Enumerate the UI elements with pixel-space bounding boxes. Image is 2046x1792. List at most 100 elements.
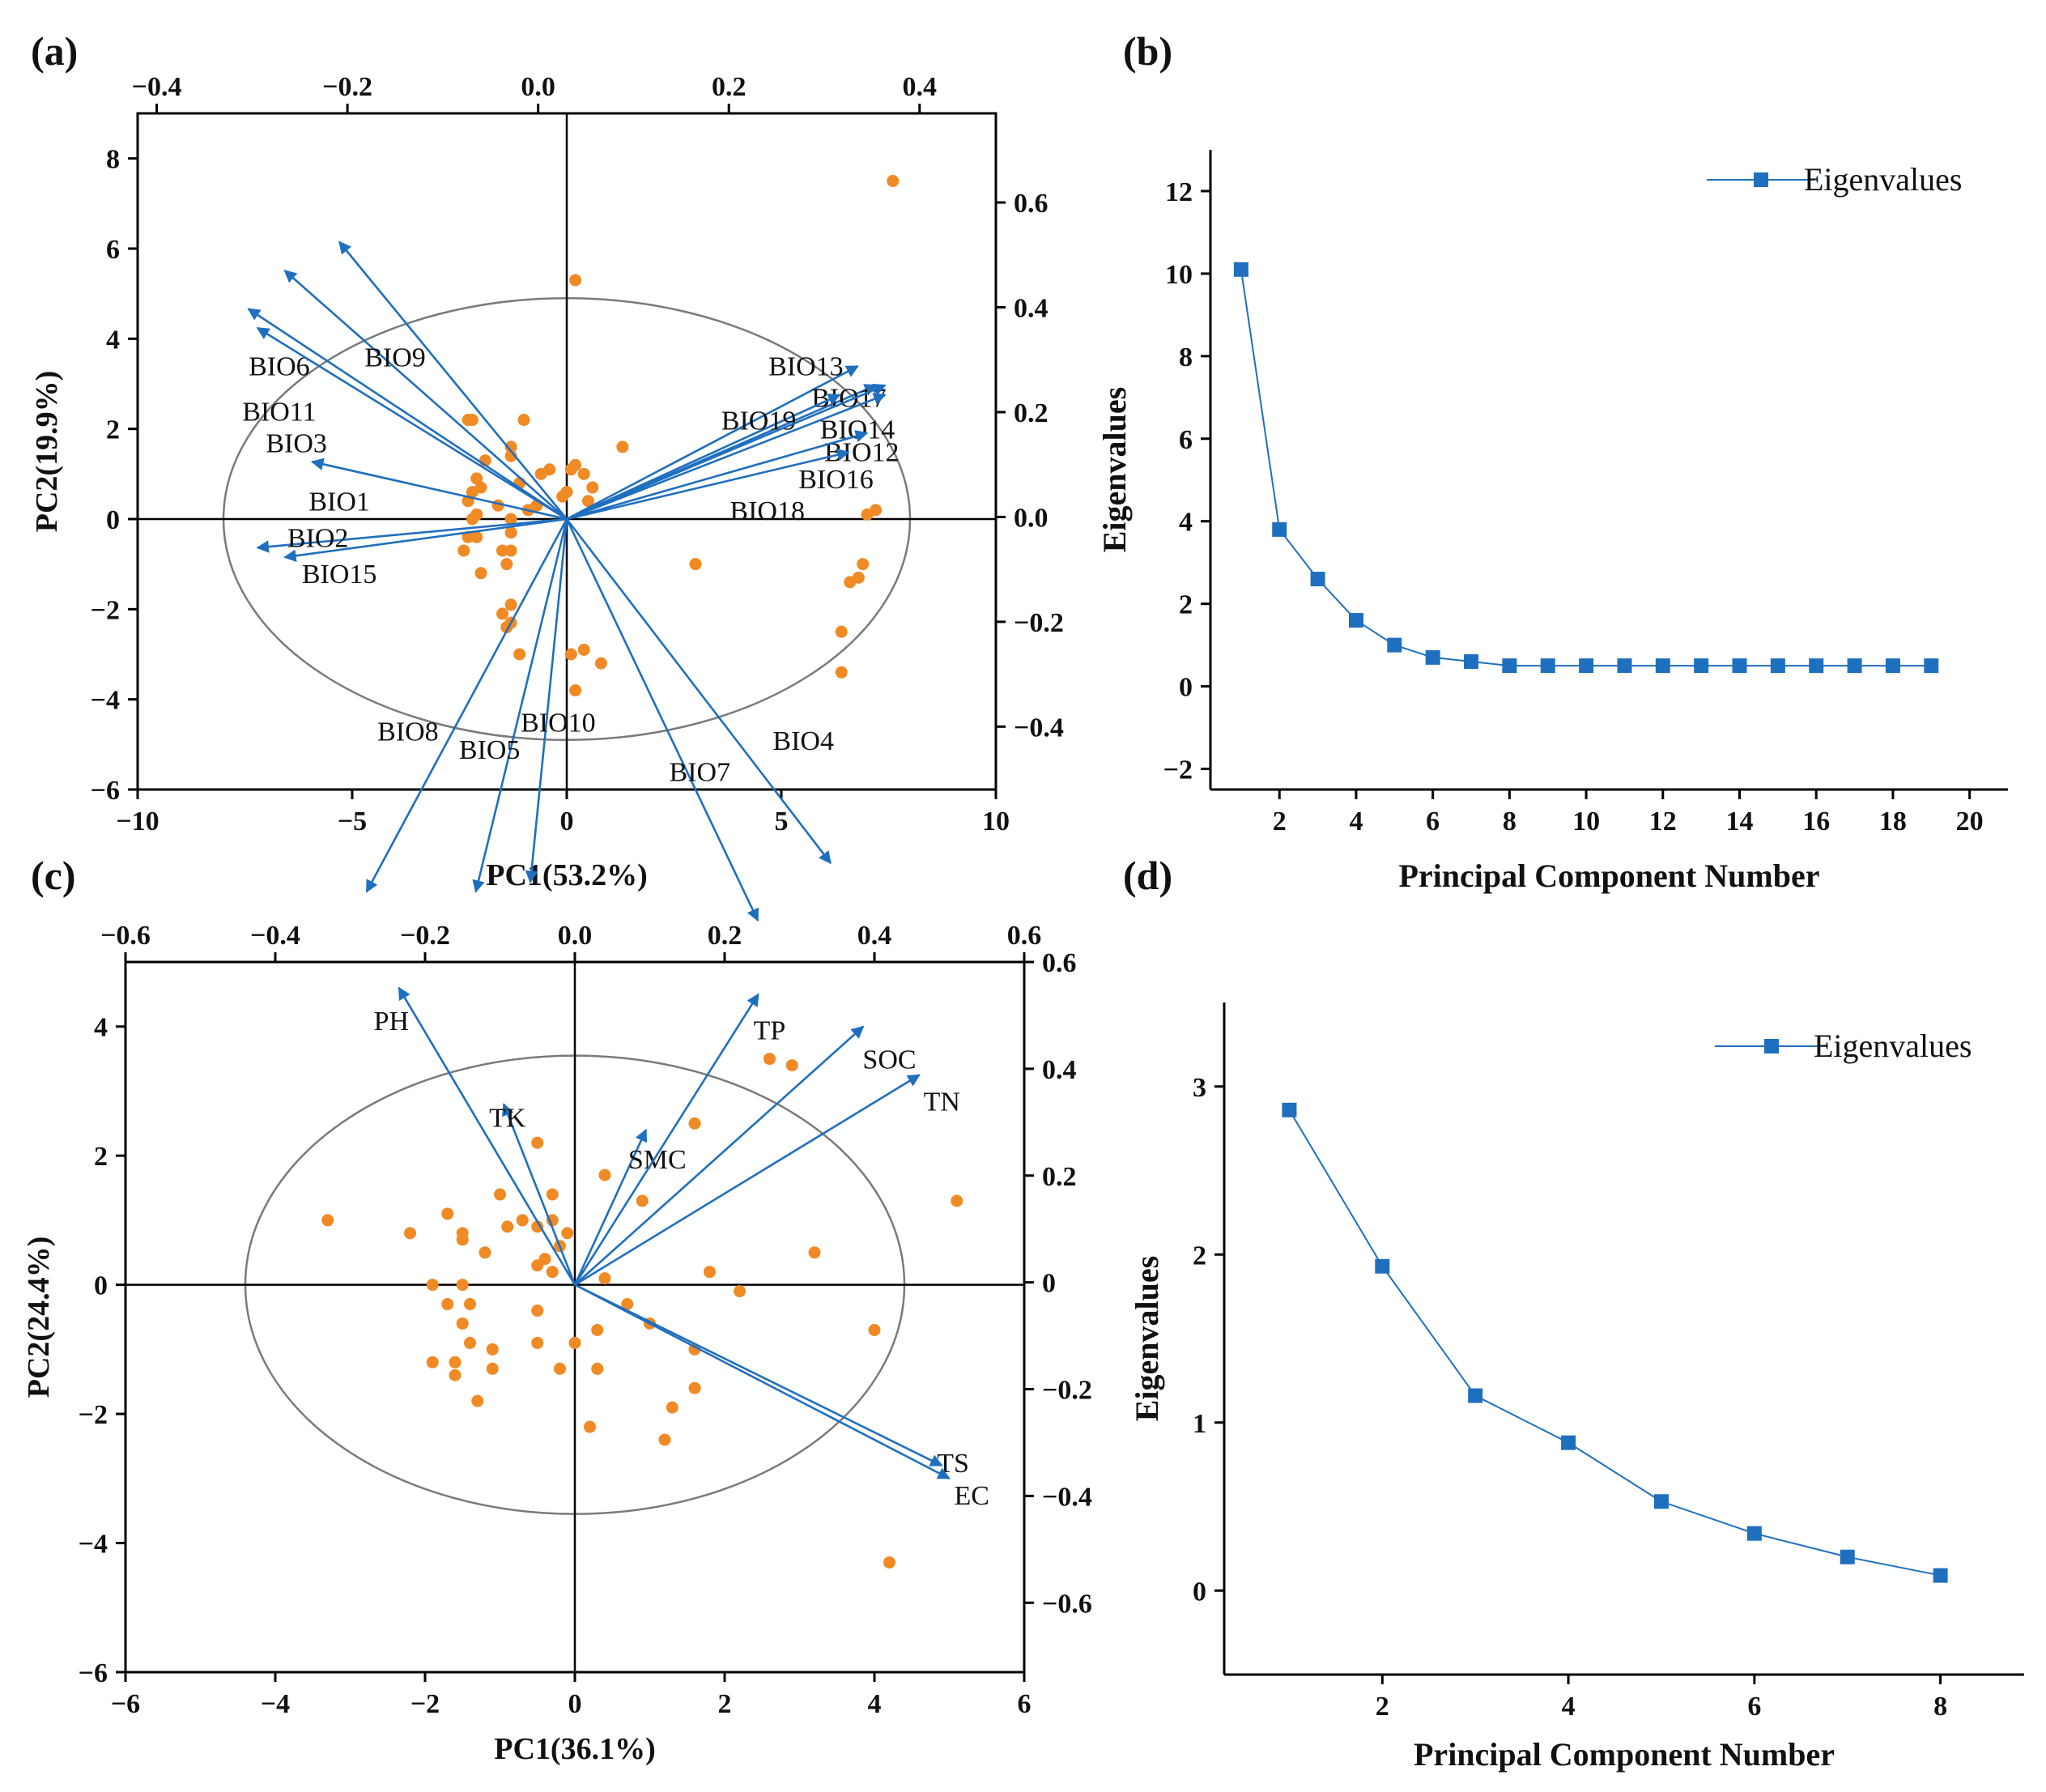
score-point [462,530,474,543]
eigenvalue-marker [1924,658,1939,674]
eigenvalue-marker [1233,262,1248,277]
right-tick-label: 0 [1042,1269,1056,1299]
y-tick-label: 0 [106,505,120,535]
score-point [496,544,508,557]
x-axis-label: Principal Component Number [1399,858,1820,894]
score-point [577,467,590,480]
score-point [479,1246,491,1259]
score-point [591,1323,604,1336]
score-point [531,1220,544,1233]
score-point [857,558,870,571]
loading-arrow-bio3 [256,326,568,521]
eigenvalue-line [1240,269,1932,667]
y-axis-label: Eigenvalues [1129,1256,1165,1421]
right-tick-label: 0.6 [1014,189,1049,219]
loading-label-smc: SMC [628,1145,687,1175]
loading-label-tk: TK [489,1103,526,1133]
loading-arrow-bio7 [565,518,759,922]
loading-arrow-bio10 [525,518,568,884]
y-tick-label: −2 [79,1400,108,1430]
legend-label: Eigenvalues [1804,161,1963,198]
loading-arrow-bio2 [256,517,568,553]
eigenvalue-marker [1375,1258,1390,1274]
x-tick-label: −2 [410,1689,440,1719]
top-tick-label: 0.4 [857,921,892,951]
x-tick-label: 5 [775,807,789,836]
y-tick-label: 2 [106,415,120,445]
score-point [470,472,483,485]
score-point [564,463,577,476]
x-tick-label: 8 [1503,807,1516,836]
y-tick-label: 4 [94,1013,108,1043]
score-point [456,1279,469,1292]
right-tick-label: 0.0 [1014,503,1049,533]
x-tick-label: −6 [111,1689,140,1719]
eigenvalue-marker [1655,658,1670,674]
score-point [785,1059,798,1072]
score-point [462,414,474,427]
y-tick-label: −6 [91,776,120,806]
x-tick-label: 6 [1426,807,1440,836]
eigenvalue-marker [1653,1494,1669,1509]
loading-label-soc: SOC [862,1045,916,1075]
score-point [464,1336,476,1349]
x-tick-label: 4 [1349,807,1363,836]
score-point [666,1401,678,1414]
score-point [591,1362,604,1375]
x-tick-label: 8 [1933,1692,1947,1722]
loading-label-bio11: BIO11 [242,397,316,427]
loading-arrow-bio1 [310,458,568,521]
score-point [764,1053,776,1066]
panel-a-biplot: −10 −5 0 5 10 −6 −4 −2 0 2 4 6 8 −0.4 −0.2 0.0 0.2 0.4 −0.… [30,72,1064,922]
loading-arrow-bio16 [566,430,869,521]
x-tick-label: 4 [868,1689,882,1719]
x-tick-label: 20 [1956,807,1984,836]
score-point [321,1214,334,1227]
eigenvalue-marker [1540,658,1555,674]
y-axis-label: PC2(24.4%) [22,1237,56,1398]
score-point [486,1343,499,1356]
loading-label-ph: PH [374,1007,409,1036]
y-tick-label: 0 [94,1271,108,1301]
score-point [471,1394,484,1407]
loading-label-bio6: BIO6 [249,352,310,382]
loading-label-bio2: BIO2 [287,523,349,553]
score-point [531,1336,544,1349]
eigenvalue-marker [1579,658,1594,674]
right-tick-label: −0.4 [1014,713,1064,743]
score-point [586,481,599,494]
eigenvalue-marker [1387,637,1402,653]
score-point [584,1420,596,1433]
eigenvalue-marker [1617,658,1632,674]
score-point [546,1188,559,1201]
top-tick-label: −0.4 [250,921,300,951]
loading-arrow-bio9 [338,240,568,520]
loading-label-bio16: BIO16 [798,465,874,495]
y-tick-label: 4 [106,325,120,355]
score-point [500,558,513,571]
loading-arrow-ec [574,1283,951,1479]
x-tick-label: −10 [116,807,159,836]
score-point [456,1233,469,1246]
eigenvalue-marker [1732,658,1747,674]
eigenvalue-marker [1847,658,1862,674]
x-tick-label: 2 [718,1689,732,1719]
loading-label-ec: EC [955,1481,989,1511]
top-tick-label: −0.2 [322,72,372,102]
x-tick-label: 12 [1649,807,1677,836]
y-tick-label: 0 [1179,673,1193,703]
right-tick-label: −0.4 [1042,1482,1092,1512]
x-tick-label: 6 [1018,1689,1032,1719]
loading-arrow-bio4 [565,518,832,865]
eigenvalue-marker [1933,1568,1948,1583]
score-point [474,481,487,494]
eigenvalue-marker [1809,658,1824,674]
score-point [504,598,517,611]
x-tick-label: 18 [1879,807,1907,836]
score-point [554,1362,566,1375]
y-tick-label: 3 [1193,1073,1206,1103]
loading-arrow-tk [502,1102,576,1286]
top-tick-label: 0.4 [903,72,938,102]
y-tick-label: −6 [79,1658,108,1688]
top-tick-label: 0.2 [708,921,742,951]
